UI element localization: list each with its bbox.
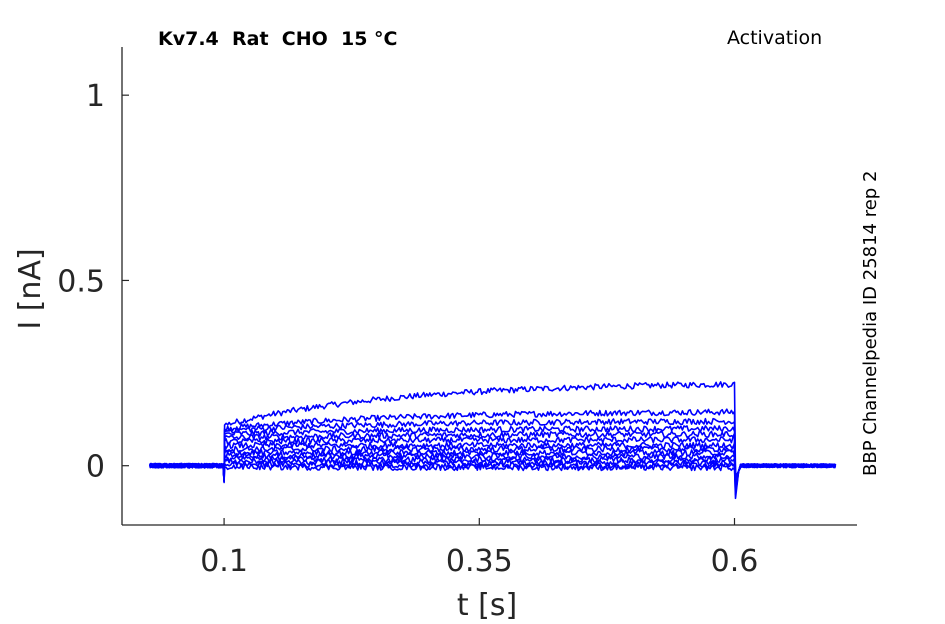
current-trace bbox=[149, 445, 836, 492]
x-tick-label: 0.6 bbox=[711, 544, 759, 579]
current-trace bbox=[149, 417, 837, 483]
traces-group bbox=[148, 381, 837, 500]
x-tick-label: 0.35 bbox=[446, 544, 513, 579]
x-tick-label: 0.1 bbox=[200, 544, 248, 579]
current-trace bbox=[149, 430, 836, 485]
current-trace bbox=[149, 451, 837, 488]
current-trace bbox=[148, 408, 836, 482]
protocol-label: Activation bbox=[727, 27, 823, 49]
y-tick-label: 0.5 bbox=[57, 264, 105, 299]
y-tick-label: 1 bbox=[86, 79, 105, 114]
current-trace bbox=[148, 425, 837, 484]
current-trace bbox=[149, 381, 837, 479]
current-trace bbox=[149, 460, 837, 496]
current-trace bbox=[149, 455, 837, 489]
chart-title: Kv7.4 Rat CHO 15 °C bbox=[158, 28, 398, 50]
current-trace bbox=[149, 436, 836, 482]
x-axis-label: t [s] bbox=[457, 588, 517, 623]
current-trace bbox=[149, 462, 837, 500]
ticks-group: 0.1 0.35 0.6 0 0.5 1 bbox=[57, 79, 758, 579]
y-axis-label: I [nA] bbox=[13, 248, 48, 329]
y-tick-label: 0 bbox=[86, 450, 105, 485]
current-trace bbox=[149, 449, 837, 485]
